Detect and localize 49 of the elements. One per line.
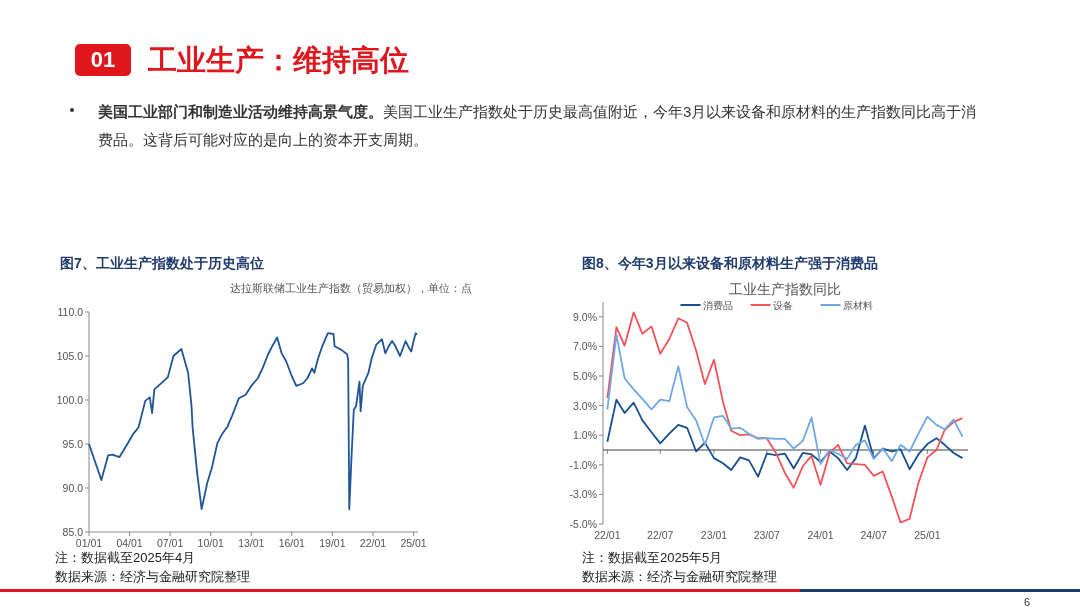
x-tick-label: 10/01 bbox=[197, 537, 224, 549]
y-tick-label: 90.0 bbox=[62, 482, 84, 494]
text: 美国工业部门和制造业活动维持高景气度。 bbox=[98, 103, 383, 120]
y-tick-label: 85.0 bbox=[62, 526, 84, 538]
legend-label: 设备 bbox=[772, 300, 793, 311]
x-tick-label: 01/01 bbox=[75, 537, 103, 549]
source-note: 数据来源：经济与金融研究院整理 bbox=[582, 569, 777, 584]
text: 注：数据截至2025年4月 bbox=[55, 550, 196, 565]
x-tick-label: 16/01 bbox=[278, 537, 306, 549]
y-tick-label: -3.0% bbox=[569, 488, 597, 501]
y-tick-label: 105.0 bbox=[56, 350, 84, 362]
source-note: 数据来源：经济与金融研究院整理 bbox=[55, 569, 250, 584]
y-tick-label: 110.0 bbox=[57, 306, 84, 318]
chart-subtitle: 达拉斯联储工业生产指数（贸易加权），单位：点 bbox=[230, 282, 472, 294]
y-tick-label: 95.0 bbox=[62, 438, 84, 450]
legend-label: 原材料 bbox=[842, 300, 873, 311]
x-tick-label: 23/01 bbox=[700, 529, 728, 541]
y-tick-label: 3.0% bbox=[573, 399, 597, 412]
text: 工业生产：维持高位 bbox=[147, 44, 409, 76]
x-tick-label: 22/07 bbox=[647, 529, 674, 541]
y-tick-label: 100.0 bbox=[56, 394, 84, 406]
x-tick-label: 22/01 bbox=[359, 537, 387, 549]
chart-title: 图8、今年3月以来设备和原材料生产强于消费品 bbox=[582, 255, 878, 271]
text: 注：数据截至2025年5月 bbox=[582, 550, 723, 565]
text: 01 bbox=[90, 47, 116, 72]
x-tick-label: 04/01 bbox=[116, 537, 143, 549]
line-series bbox=[606, 311, 964, 524]
x-tick-label: 07/01 bbox=[156, 537, 184, 549]
x-tick-label: 25/01 bbox=[400, 537, 427, 549]
y-tick-label: 9.0% bbox=[573, 310, 597, 323]
x-tick-label: 22/01 bbox=[594, 529, 621, 541]
x-tick-label: 19/01 bbox=[319, 537, 346, 549]
x-tick-label: 24/01 bbox=[807, 529, 834, 541]
x-tick-label: 25/01 bbox=[914, 529, 941, 541]
y-tick-label: -1.0% bbox=[569, 458, 597, 471]
x-tick-label: 13/01 bbox=[238, 537, 265, 549]
y-tick-label: -5.0% bbox=[569, 518, 597, 530]
chart-subtitle: 工业生产指数同比 bbox=[729, 282, 841, 297]
line-series bbox=[606, 398, 964, 478]
y-tick-label: 7.0% bbox=[573, 340, 597, 353]
y-tick-label: 1.0% bbox=[573, 429, 597, 442]
x-tick-label: 23/07 bbox=[753, 529, 781, 541]
x-tick-label: 24/07 bbox=[860, 529, 887, 541]
chart-title: 图7、工业生产指数处于历史高位 bbox=[60, 255, 264, 271]
text: 6 bbox=[1023, 596, 1030, 608]
line-series bbox=[88, 332, 418, 511]
legend-label: 消费品 bbox=[702, 300, 733, 311]
y-tick-label: 5.0% bbox=[573, 370, 597, 382]
line-series bbox=[606, 333, 964, 465]
